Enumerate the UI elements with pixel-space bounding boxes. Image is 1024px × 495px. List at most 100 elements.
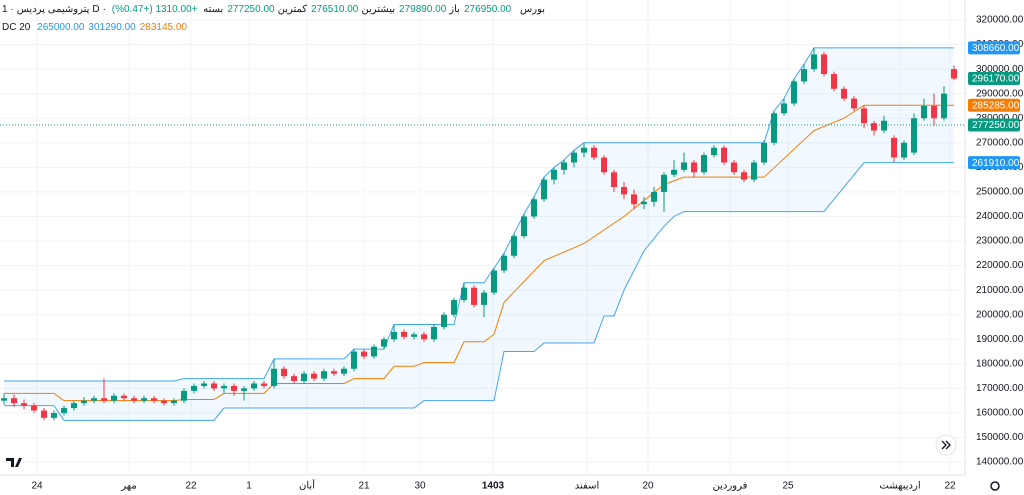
candle-body <box>401 331 407 337</box>
x-tick-label: 1403 <box>482 481 505 492</box>
candle-body <box>41 410 47 418</box>
candle-body <box>761 142 767 163</box>
scroll-icon <box>941 440 951 450</box>
candle-body <box>821 54 827 75</box>
candle-body <box>541 179 547 200</box>
candle-body <box>571 152 577 163</box>
y-tick-label: 190000.00 <box>976 334 1024 345</box>
candle-body <box>391 331 397 340</box>
candle-body <box>881 120 887 131</box>
x-tick-label: 21 <box>358 481 370 492</box>
interval[interactable]: 1D <box>2 4 100 15</box>
change: +1310.00 (+0.47%) <box>111 4 198 15</box>
candle-body <box>951 69 957 79</box>
candle-body <box>351 351 357 369</box>
x-tick-label: 25 <box>782 481 794 492</box>
candle-body <box>831 74 837 89</box>
candle-body <box>641 201 647 205</box>
candle-body <box>91 398 97 401</box>
candle-body <box>371 346 377 357</box>
candle-body <box>281 368 287 377</box>
candle-body <box>851 98 857 109</box>
candle-body <box>501 255 507 271</box>
candle-body <box>21 403 27 406</box>
candle-body <box>111 395 117 401</box>
y-tick-label: 200000.00 <box>976 309 1024 320</box>
candle-body <box>211 383 217 389</box>
x-tick-label: 1 <box>246 481 252 492</box>
y-tick-label: 240000.00 <box>976 211 1024 222</box>
candle-body <box>421 334 427 340</box>
candle-body <box>621 187 627 195</box>
y-tick-label: 220000.00 <box>976 260 1024 271</box>
settings-button[interactable] <box>990 481 1000 491</box>
candle-body <box>581 147 587 153</box>
candle-body <box>691 162 697 173</box>
indicator-value: 283145.00 <box>139 22 187 33</box>
candle-body <box>151 398 157 401</box>
candle-body <box>411 334 417 337</box>
candle-body <box>471 287 477 305</box>
candle-body <box>751 162 757 180</box>
candle-body <box>231 385 237 391</box>
candle-body <box>141 398 147 401</box>
candle-body <box>1 398 7 401</box>
candle-body <box>301 373 307 382</box>
indicator-value: 301290.00 <box>88 22 136 33</box>
price-label-box <box>968 98 1020 112</box>
candle-body <box>381 339 387 347</box>
candle-body <box>771 113 777 143</box>
candle-body <box>221 385 227 389</box>
x-tick-label: اسفند <box>575 481 599 492</box>
candle-body <box>931 105 937 119</box>
candle-body <box>71 403 77 409</box>
indicator-name[interactable]: DC 20 <box>2 22 31 33</box>
candle-body <box>31 405 37 411</box>
candle-body <box>681 162 687 170</box>
x-tick-label: 24 <box>31 481 43 492</box>
candle-body <box>131 398 137 401</box>
ohlc-label: بسته <box>203 4 224 15</box>
indicator-legend: DC 20 265000.00 301290.00 283145.00 <box>2 22 191 33</box>
candle-body <box>191 385 197 391</box>
candle-body <box>61 408 67 413</box>
symbol[interactable]: پتروشیمی پردیس <box>16 4 90 15</box>
candle-body <box>251 383 257 389</box>
price-label-box <box>968 41 1020 55</box>
candle-body <box>291 376 297 382</box>
candle-body <box>811 54 817 70</box>
candle-body <box>431 327 437 340</box>
y-tick-label: 250000.00 <box>976 187 1024 198</box>
candle-body <box>341 368 347 374</box>
candle-body <box>611 172 617 188</box>
candle-body <box>861 108 867 124</box>
y-tick-label: 290000.00 <box>976 88 1024 99</box>
candle-body <box>901 142 907 158</box>
candle-body <box>631 194 637 205</box>
price-label: 285285.00 <box>972 100 1020 111</box>
candle-body <box>791 81 797 104</box>
indicator-value: 265000.00 <box>37 22 85 33</box>
y-tick-label: 270000.00 <box>976 137 1024 148</box>
candle-body <box>801 69 807 82</box>
candle-body <box>271 368 277 386</box>
candle-body <box>51 412 57 418</box>
candle-body <box>711 147 717 156</box>
ohlc-label: بیشترین <box>361 4 396 15</box>
candle-body <box>481 292 487 305</box>
x-tick-label: 22 <box>944 481 956 492</box>
candle-body <box>181 390 187 401</box>
y-tick-label: 180000.00 <box>976 358 1024 369</box>
y-tick-label: 150000.00 <box>976 432 1024 443</box>
x-tick-label: فروردین <box>713 481 748 492</box>
candle-body <box>741 172 747 180</box>
candle-body <box>651 191 657 202</box>
ohlc-header: 276950.00باز279890.00بیشترین276510.00کمت… <box>203 4 514 15</box>
channel-fill <box>4 47 954 421</box>
candle-body <box>511 236 517 256</box>
ohlc-value: 279890.00 <box>399 4 447 15</box>
candle-body <box>921 105 927 119</box>
price-label: 308660.00 <box>972 43 1020 54</box>
x-tick-label: مهر <box>120 481 136 492</box>
ohlc-value: 276950.00 <box>463 4 512 15</box>
